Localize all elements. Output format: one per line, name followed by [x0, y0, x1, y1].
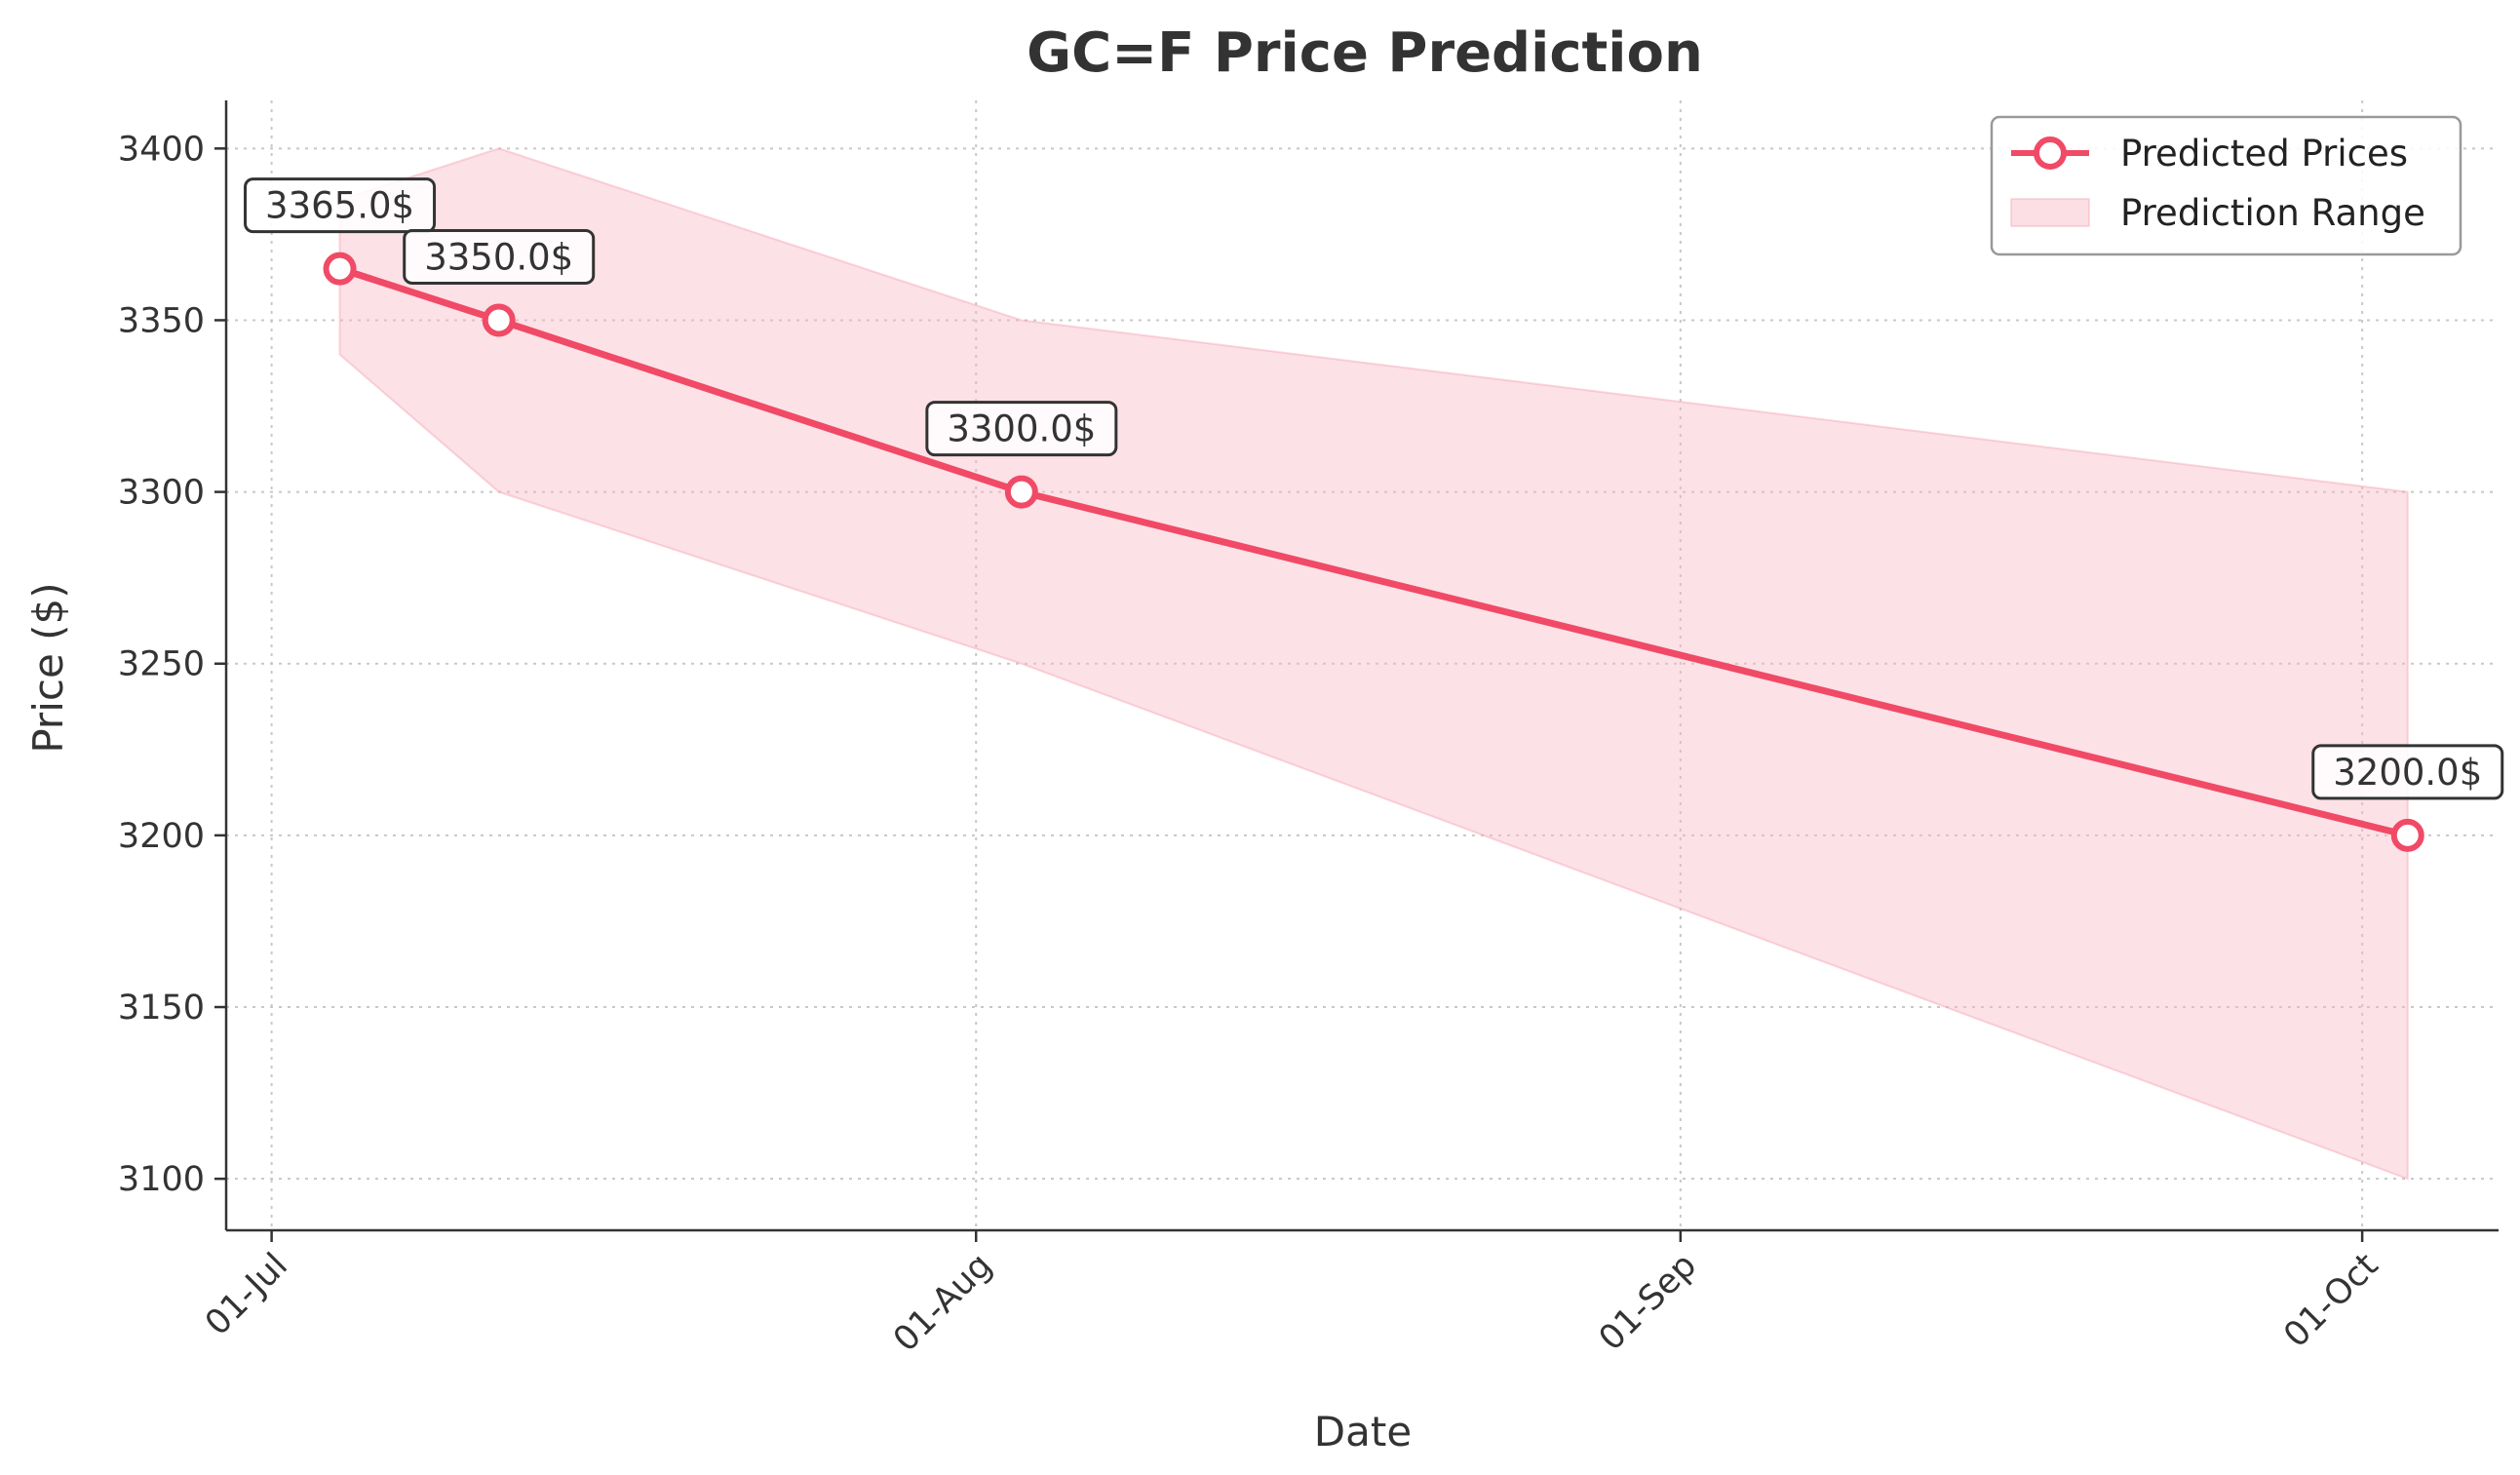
legend-range-swatch	[2010, 198, 2090, 227]
chart-legend: Predicted Prices Prediction Range	[1990, 115, 2462, 256]
legend-frame	[1990, 115, 2462, 256]
annotations-layer: 3365.0$3350.0$ 3300.0$ 3200.0$	[244, 177, 2504, 800]
y-axis-label: Price ($)	[24, 582, 72, 753]
x-axis-label: Date	[1314, 1408, 1412, 1456]
chart-title: GC=F Price Prediction	[1027, 21, 1703, 85]
y-tick-label: 3400	[118, 130, 205, 169]
grid-lines	[226, 100, 2499, 1230]
annotation-text: 3365.0$	[265, 185, 414, 227]
legend-label-predicted: Predicted Prices	[2120, 133, 2408, 175]
prediction-range-layer	[338, 147, 2409, 1181]
predicted-price-marker	[323, 252, 357, 286]
predicted-line-layer	[323, 252, 2424, 852]
predicted-price-marker	[2390, 818, 2424, 852]
y-tick-label: 3300	[118, 474, 205, 513]
annotation-text: 3350.0$	[424, 236, 573, 278]
annotation-text: 3300.0$	[947, 408, 1096, 450]
predicted-price-line	[336, 265, 2412, 839]
annotation-box	[925, 401, 1118, 457]
legend-label-range: Prediction Range	[2120, 192, 2425, 234]
y-tick-label: 3250	[118, 645, 205, 684]
y-tick-label: 3350	[118, 301, 205, 340]
annotation-box	[403, 228, 596, 285]
annotation-label: 3365.0$	[244, 177, 437, 234]
y-tick-label: 3100	[118, 1160, 205, 1199]
y-tick-label: 3200	[118, 817, 205, 856]
y-tick-label: 3150	[118, 989, 205, 1028]
annotation-label: 3200.0$	[2311, 744, 2504, 800]
annotation-label: 3300.0$	[925, 401, 1118, 457]
annotation-box	[244, 177, 437, 234]
legend-marker-swatch	[2034, 136, 2067, 170]
annotation-box	[2311, 744, 2504, 800]
predicted-price-marker	[482, 303, 516, 337]
annotation-label: 3350.0$	[403, 228, 596, 285]
predicted-price-marker	[1004, 475, 1038, 509]
annotation-text: 3200.0$	[2333, 752, 2482, 794]
prediction-range-band	[338, 147, 2409, 1181]
